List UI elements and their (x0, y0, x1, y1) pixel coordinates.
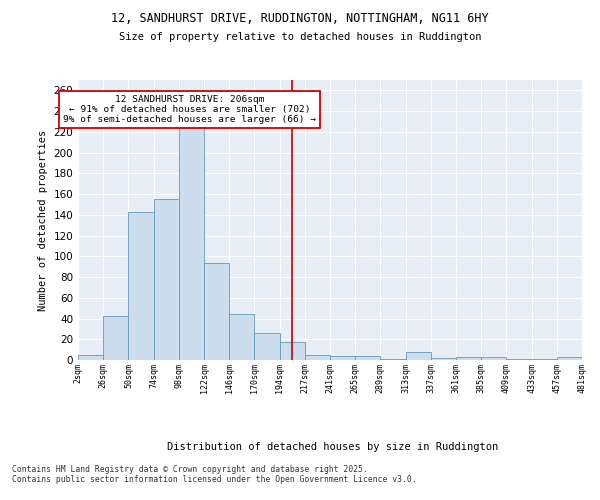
Bar (406, 352, 431, 360)
Bar (103, 316, 128, 360)
Text: 12 SANDHURST DRIVE: 206sqm
← 91% of detached houses are smaller (702)
9% of semi: 12 SANDHURST DRIVE: 206sqm ← 91% of deta… (63, 94, 316, 124)
Bar (431, 358, 456, 360)
Bar (355, 356, 380, 360)
Text: Contains HM Land Registry data © Crown copyright and database right 2025.
Contai: Contains HM Land Registry data © Crown c… (12, 465, 416, 484)
Bar (154, 200, 179, 360)
Bar (179, 124, 204, 360)
Y-axis label: Number of detached properties: Number of detached properties (38, 130, 48, 310)
Bar (557, 357, 582, 360)
Bar (128, 212, 154, 360)
Bar (481, 357, 506, 360)
Bar (254, 333, 280, 360)
Bar (204, 262, 229, 360)
Bar (506, 359, 532, 360)
Bar (380, 359, 406, 360)
Text: Size of property relative to detached houses in Ruddington: Size of property relative to detached ho… (119, 32, 481, 42)
Bar (305, 355, 330, 360)
Bar (532, 359, 557, 360)
Bar (280, 342, 305, 360)
Text: 12, SANDHURST DRIVE, RUDDINGTON, NOTTINGHAM, NG11 6HY: 12, SANDHURST DRIVE, RUDDINGTON, NOTTING… (111, 12, 489, 26)
Bar (229, 314, 254, 360)
Bar (78, 355, 103, 360)
Text: Distribution of detached houses by size in Ruddington: Distribution of detached houses by size … (167, 442, 499, 452)
Bar (330, 356, 355, 360)
Bar (456, 357, 481, 360)
